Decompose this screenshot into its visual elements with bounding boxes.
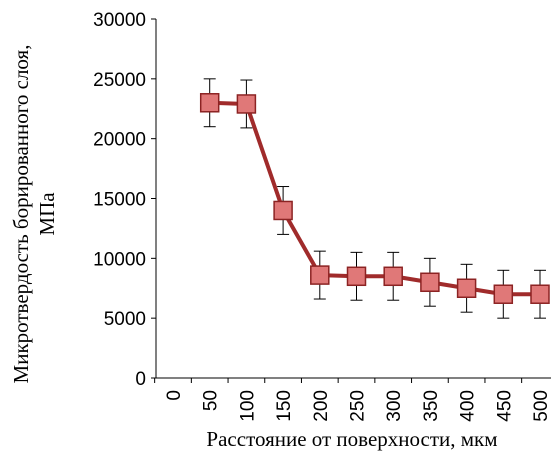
y-tick-label: 25000 — [93, 70, 146, 91]
x-tick-label: 100 — [237, 390, 258, 422]
data-point-marker — [199, 93, 220, 113]
x-tick-label: 400 — [458, 390, 479, 422]
x-tick-label: 200 — [311, 390, 332, 422]
y-ticks: 0 5000 10000 15000 20000 25000 30000 — [93, 10, 156, 390]
data-point-marker — [420, 272, 440, 293]
data-point-marker — [346, 266, 367, 287]
x-tick-label: 350 — [421, 390, 442, 422]
x-axis-title: Расстояние от поверхности, мкм — [206, 427, 497, 451]
x-tick-label: 0 — [164, 390, 185, 401]
x-tick-label: 450 — [494, 390, 515, 422]
data-point-marker — [493, 284, 514, 304]
y-axis-title-line-1: Микротвердость борированного слоя, — [9, 45, 33, 384]
x-tick-label: 300 — [384, 390, 405, 422]
series-line — [209, 100, 540, 297]
y-tick-label: 5000 — [104, 309, 146, 330]
x-tick-label: 250 — [348, 390, 369, 422]
data-point-marker — [273, 200, 293, 221]
y-axis-title-line-2: МПа — [35, 192, 59, 236]
data-point-marker — [236, 94, 257, 114]
data-point-marker — [530, 284, 550, 304]
y-tick-label: 30000 — [93, 10, 146, 31]
y-tick-label: 10000 — [93, 249, 146, 270]
y-tick-label: 15000 — [93, 190, 146, 211]
x-tick-label: 500 — [531, 390, 551, 422]
markers — [199, 93, 550, 304]
y-tick-label: 20000 — [93, 130, 146, 151]
y-tick-label: 0 — [135, 369, 146, 390]
data-point-marker — [456, 278, 477, 298]
x-tick-label: 150 — [274, 390, 295, 422]
error-bars — [203, 78, 546, 319]
x-tick-label: 50 — [201, 390, 222, 411]
data-point-marker — [310, 265, 330, 285]
x-ticks: 0 50 100 150 200 250 300 350 400 450 500 — [154, 378, 551, 422]
data-point-marker — [383, 266, 403, 287]
